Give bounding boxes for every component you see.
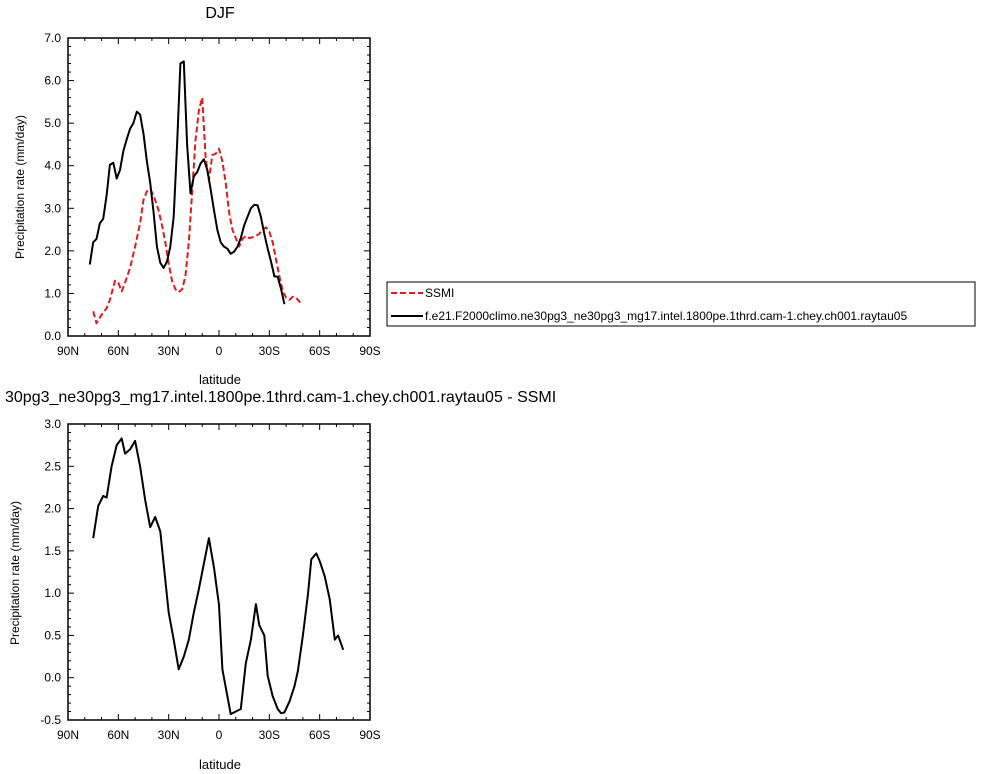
series-line-0: [92, 96, 304, 325]
y-tick-label: 1.5: [44, 544, 61, 558]
plot-frame: [67, 37, 371, 337]
x-tick-label: 30S: [259, 728, 280, 742]
y-tick-label: 5.0: [44, 116, 61, 130]
y-tick-label: 6.0: [44, 74, 61, 88]
y-tick-label: 7.0: [44, 31, 61, 45]
y-tick-label: 1.0: [44, 286, 61, 300]
x-tick-label: 30S: [259, 344, 280, 358]
series-line-1: [88, 60, 286, 305]
bottom-chart-title: 30pg3_ne30pg3_mg17.intel.1800pe.1thrd.ca…: [5, 389, 556, 406]
x-tick-label: 90N: [57, 344, 79, 358]
x-tick-label: 60S: [309, 728, 330, 742]
x-tick-label: 90S: [359, 728, 380, 742]
y-tick-label: 2.5: [44, 459, 61, 473]
x-tick-label: 60S: [309, 344, 330, 358]
x-tick-label: 30N: [158, 344, 180, 358]
legend-model-label: f.e21.F2000climo.ne30pg3_ne30pg3_mg17.in…: [425, 309, 907, 323]
y-tick-label: 1.0: [44, 586, 61, 600]
series-line-0: [92, 437, 345, 716]
top-x-axis-label: latitude: [199, 372, 241, 387]
x-tick-label: 90S: [359, 344, 380, 358]
y-tick-label: 2.0: [44, 502, 61, 516]
top-chart-title: DJF: [205, 5, 235, 22]
x-tick-label: 60N: [107, 344, 129, 358]
bottom-y-axis-label: Precipitation rate (mm/day): [8, 501, 22, 645]
y-tick-label: 2.0: [44, 244, 61, 258]
top-panel: DJF latitude Precipitation rate (mm/day)…: [13, 5, 381, 387]
y-tick-label: 3.0: [44, 201, 61, 215]
y-tick-label: 0.5: [44, 628, 61, 642]
y-tick-label: 0.0: [44, 671, 61, 685]
legend: SSMI f.e21.F2000climo.ne30pg3_ne30pg3_mg…: [386, 281, 976, 327]
legend-box: [386, 281, 976, 327]
y-tick-label: 3.0: [44, 417, 61, 431]
plot-frame: [67, 423, 371, 721]
y-tick-label: -0.5: [40, 713, 61, 727]
bottom-x-axis-label: latitude: [199, 757, 241, 772]
legend-ssmi-label: SSMI: [425, 286, 454, 300]
y-tick-label: 4.0: [44, 159, 61, 173]
top-y-axis-label: Precipitation rate (mm/day): [13, 115, 27, 259]
x-tick-label: 30N: [158, 728, 180, 742]
x-tick-label: 90N: [57, 728, 79, 742]
x-tick-label: 60N: [107, 728, 129, 742]
y-tick-label: 0.0: [44, 329, 61, 343]
bottom-panel: 30pg3_ne30pg3_mg17.intel.1800pe.1thrd.ca…: [5, 389, 556, 772]
x-tick-label: 0: [216, 344, 223, 358]
x-tick-label: 0: [216, 728, 223, 742]
